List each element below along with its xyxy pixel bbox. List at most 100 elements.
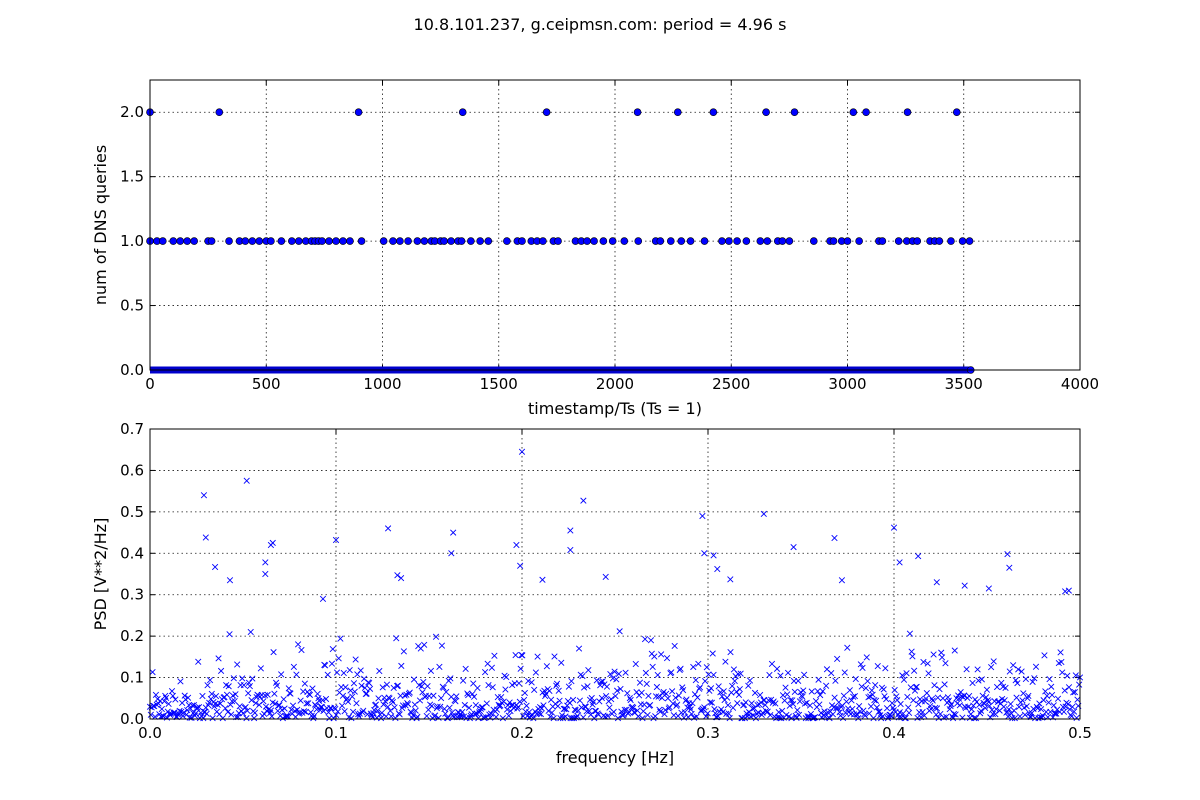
data-point	[294, 706, 301, 713]
data-point	[553, 680, 561, 687]
data-point	[1065, 700, 1072, 708]
data-point	[1002, 684, 1009, 691]
data-point	[701, 550, 708, 557]
data-point	[930, 651, 937, 658]
data-point	[695, 660, 702, 667]
data-point	[652, 713, 659, 720]
data-point	[757, 691, 764, 699]
data-point	[753, 710, 760, 717]
data-point	[990, 658, 997, 665]
data-point	[634, 237, 643, 245]
x-tick-label: 0	[145, 375, 155, 393]
data-point	[652, 693, 660, 700]
data-point	[474, 684, 481, 692]
data-point	[979, 692, 986, 699]
data-point	[832, 677, 839, 684]
data-point	[585, 667, 592, 674]
data-point	[890, 524, 898, 531]
data-point	[982, 694, 990, 701]
data-point	[459, 677, 467, 684]
data-point	[855, 714, 862, 722]
data-point	[319, 595, 327, 602]
data-point	[246, 683, 253, 690]
data-point	[809, 237, 818, 245]
data-point	[762, 108, 770, 117]
data-point	[976, 701, 983, 708]
data-point	[893, 693, 900, 700]
data-point	[896, 559, 903, 566]
data-point	[778, 237, 787, 245]
data-point	[161, 698, 168, 705]
data-point	[1073, 714, 1080, 722]
data-point	[579, 672, 586, 680]
data-point	[350, 680, 358, 687]
data-point	[731, 677, 738, 685]
data-point	[348, 715, 355, 722]
data-point	[310, 715, 317, 722]
data-point	[593, 677, 600, 684]
data-point	[517, 562, 524, 569]
data-point	[158, 237, 167, 245]
data-point	[498, 694, 505, 701]
data-point	[663, 655, 671, 662]
data-points	[146, 448, 1084, 722]
data-point	[1025, 692, 1032, 700]
data-point	[690, 663, 697, 671]
data-point	[772, 700, 779, 707]
data-point	[352, 656, 359, 663]
data-point	[176, 237, 185, 245]
data-point	[339, 237, 347, 245]
data-point	[1015, 703, 1023, 711]
data-point	[913, 237, 922, 245]
data-point	[489, 684, 496, 691]
data-point	[396, 237, 404, 245]
data-point	[443, 688, 450, 696]
data-point	[829, 237, 838, 245]
data-point	[423, 712, 430, 720]
data-point	[1004, 550, 1011, 558]
y-tick-label: 1.5	[120, 168, 144, 186]
data-point	[446, 704, 453, 711]
data-point	[691, 691, 699, 698]
data-point	[674, 701, 681, 708]
data-point	[792, 712, 799, 720]
data-point	[359, 709, 366, 716]
data-point	[541, 687, 548, 694]
data-point	[773, 665, 781, 672]
data-point	[1019, 697, 1026, 704]
data-point	[513, 541, 520, 549]
data-point	[872, 697, 880, 704]
x-tick-label: 4000	[1061, 375, 1099, 393]
data-point	[311, 712, 318, 720]
data-point	[965, 237, 974, 245]
data-point	[760, 697, 767, 704]
data-point	[252, 700, 259, 707]
data-point	[870, 715, 877, 722]
x-tick-label: 0.5	[1068, 724, 1092, 742]
data-point	[488, 664, 495, 671]
data-point	[452, 698, 459, 705]
data-point	[873, 704, 881, 711]
data-point	[520, 696, 528, 704]
data-point	[608, 237, 617, 245]
data-point	[383, 681, 391, 688]
data-point	[305, 700, 312, 707]
data-point	[241, 237, 250, 245]
data-point	[881, 693, 888, 700]
data-point	[1076, 681, 1083, 688]
data-point	[416, 697, 424, 704]
data-point	[958, 237, 967, 245]
data-point	[476, 237, 484, 245]
data-point	[179, 712, 187, 720]
data-point	[250, 715, 258, 722]
data-point	[453, 693, 460, 700]
data-point	[638, 689, 645, 696]
data-point	[644, 711, 651, 719]
data-point	[457, 237, 466, 245]
data-point	[945, 697, 952, 704]
data-point	[290, 663, 297, 671]
data-point	[651, 653, 658, 660]
data-point	[575, 645, 583, 652]
data-point	[157, 713, 165, 720]
data-point	[880, 686, 887, 693]
